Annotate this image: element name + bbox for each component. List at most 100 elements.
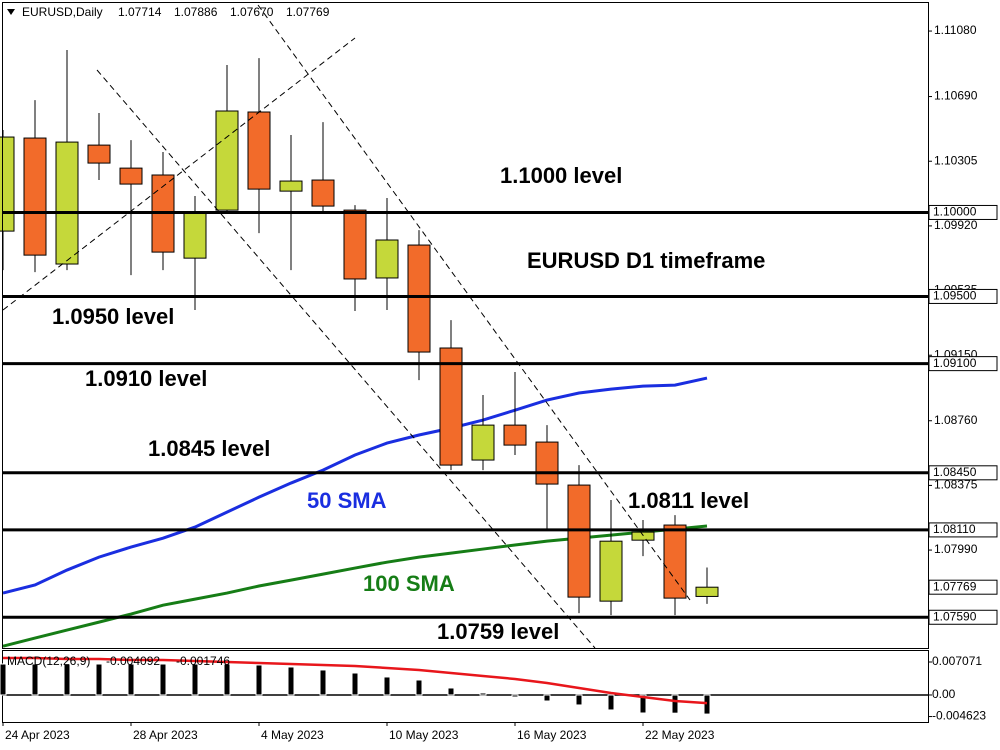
level-box bbox=[928, 522, 998, 538]
level-box bbox=[928, 204, 998, 220]
histogram-bar bbox=[319, 669, 327, 696]
x-tick-label: 28 Apr 2023 bbox=[133, 728, 198, 742]
channel-line bbox=[2, 37, 356, 311]
histogram-bar bbox=[671, 694, 679, 714]
annotation: 1.0845 level bbox=[148, 436, 270, 461]
candle-body bbox=[535, 441, 559, 485]
header-value: 1.07714 bbox=[118, 5, 162, 19]
histogram-bar bbox=[191, 663, 199, 696]
channel-line bbox=[96, 69, 596, 649]
candle-body bbox=[183, 211, 207, 259]
histogram-bar bbox=[543, 694, 551, 702]
candle-body bbox=[471, 424, 495, 461]
candle-body bbox=[695, 586, 719, 597]
candle-body bbox=[343, 209, 367, 280]
level-label: 1.07590 bbox=[933, 609, 977, 623]
level-box bbox=[928, 356, 998, 372]
candle-body bbox=[663, 524, 687, 599]
annotation: 1.0950 level bbox=[52, 304, 174, 329]
macd-value: -0.004092 bbox=[106, 654, 160, 668]
x-tick-label: 22 May 2023 bbox=[645, 728, 715, 742]
histogram-bar bbox=[287, 666, 295, 696]
x-tick-label: 24 Apr 2023 bbox=[5, 728, 70, 742]
histogram-bar bbox=[607, 694, 615, 711]
level-label: 1.08110 bbox=[933, 522, 976, 536]
candle-body bbox=[311, 179, 335, 207]
candle-body bbox=[375, 239, 399, 279]
header-value: 1.07886 bbox=[174, 5, 218, 19]
histogram-bar bbox=[127, 663, 135, 696]
y-tick-label: 1.08375 bbox=[934, 478, 978, 492]
histogram-bar bbox=[447, 687, 455, 696]
level-label: 1.09500 bbox=[933, 289, 977, 303]
annotation: 1.0811 level bbox=[628, 488, 749, 513]
y-tick-label: 1.10305 bbox=[934, 153, 978, 167]
histogram-bar bbox=[31, 663, 39, 696]
signal-line bbox=[3, 656, 708, 705]
histogram-bar bbox=[575, 694, 583, 706]
candle-body bbox=[599, 540, 623, 602]
histogram-bar bbox=[63, 663, 71, 696]
x-tick-label: 4 May 2023 bbox=[261, 728, 324, 742]
histogram-bar bbox=[255, 664, 263, 696]
y-tick-label: 1.10690 bbox=[934, 89, 978, 103]
series-label: 100 SMA bbox=[363, 571, 455, 596]
macd-title: MACD(12,26,9) bbox=[7, 654, 90, 668]
histogram-bar bbox=[639, 694, 647, 714]
y-tick-label: 0.007071 bbox=[932, 654, 982, 668]
sma-line bbox=[2, 376, 708, 595]
histogram-bar bbox=[95, 663, 103, 696]
histogram-bar bbox=[479, 692, 487, 696]
candle-body bbox=[119, 167, 143, 185]
annotation: 1.1000 level bbox=[500, 163, 622, 188]
candle-body bbox=[55, 141, 79, 265]
x-tick-label: 10 May 2023 bbox=[389, 728, 459, 742]
level-label: 1.10000 bbox=[933, 205, 977, 219]
candle-body bbox=[407, 244, 431, 353]
series-label: 50 SMA bbox=[307, 488, 387, 513]
candle-body bbox=[23, 137, 47, 256]
candle-body bbox=[631, 531, 655, 541]
histogram-bar bbox=[383, 676, 391, 696]
menu-arrow bbox=[7, 9, 15, 15]
x-tick-label: 16 May 2023 bbox=[517, 728, 587, 742]
candle-body bbox=[567, 484, 591, 598]
y-tick-label: 1.09920 bbox=[934, 218, 978, 232]
current-price-label: 1.07769 bbox=[933, 579, 977, 593]
header-value: 1.07670 bbox=[230, 5, 274, 19]
header-value: 1.07769 bbox=[286, 5, 330, 19]
price-axis-bg bbox=[929, 0, 1000, 750]
histogram-bar bbox=[159, 663, 167, 696]
histogram-bar bbox=[223, 663, 231, 696]
main-frame bbox=[2, 2, 929, 649]
y-tick-label: -0.004623 bbox=[932, 709, 986, 723]
channel-line bbox=[257, 4, 691, 601]
symbol: EURUSD,Daily bbox=[22, 5, 103, 19]
histogram-bar bbox=[511, 694, 519, 698]
y-tick-label: 1.08760 bbox=[934, 413, 978, 427]
y-tick-label: 1.07990 bbox=[934, 542, 978, 556]
histogram-bar bbox=[0, 663, 7, 696]
annotation: 1.0759 level bbox=[437, 619, 559, 644]
annotation: 1.0910 level bbox=[85, 366, 207, 391]
candle-body bbox=[87, 144, 111, 164]
level-box bbox=[928, 465, 998, 481]
candle-body bbox=[247, 111, 271, 190]
candle-body bbox=[439, 347, 463, 466]
candle-body bbox=[279, 180, 303, 192]
level-box bbox=[928, 609, 998, 625]
candle-body bbox=[215, 110, 239, 211]
level-box bbox=[928, 288, 998, 304]
level-label: 1.08450 bbox=[933, 465, 977, 479]
histogram-bar bbox=[415, 679, 423, 696]
y-tick-label: 0.00 bbox=[932, 687, 956, 701]
macd-signal-value: -0.001746 bbox=[176, 654, 230, 668]
histogram-bar bbox=[351, 672, 359, 696]
histogram-bar bbox=[703, 694, 711, 715]
level-label: 1.09100 bbox=[933, 356, 977, 370]
annotation: EURUSD D1 timeframe bbox=[527, 248, 765, 273]
candle-body bbox=[503, 424, 527, 446]
y-tick-label: 1.11080 bbox=[934, 23, 977, 37]
